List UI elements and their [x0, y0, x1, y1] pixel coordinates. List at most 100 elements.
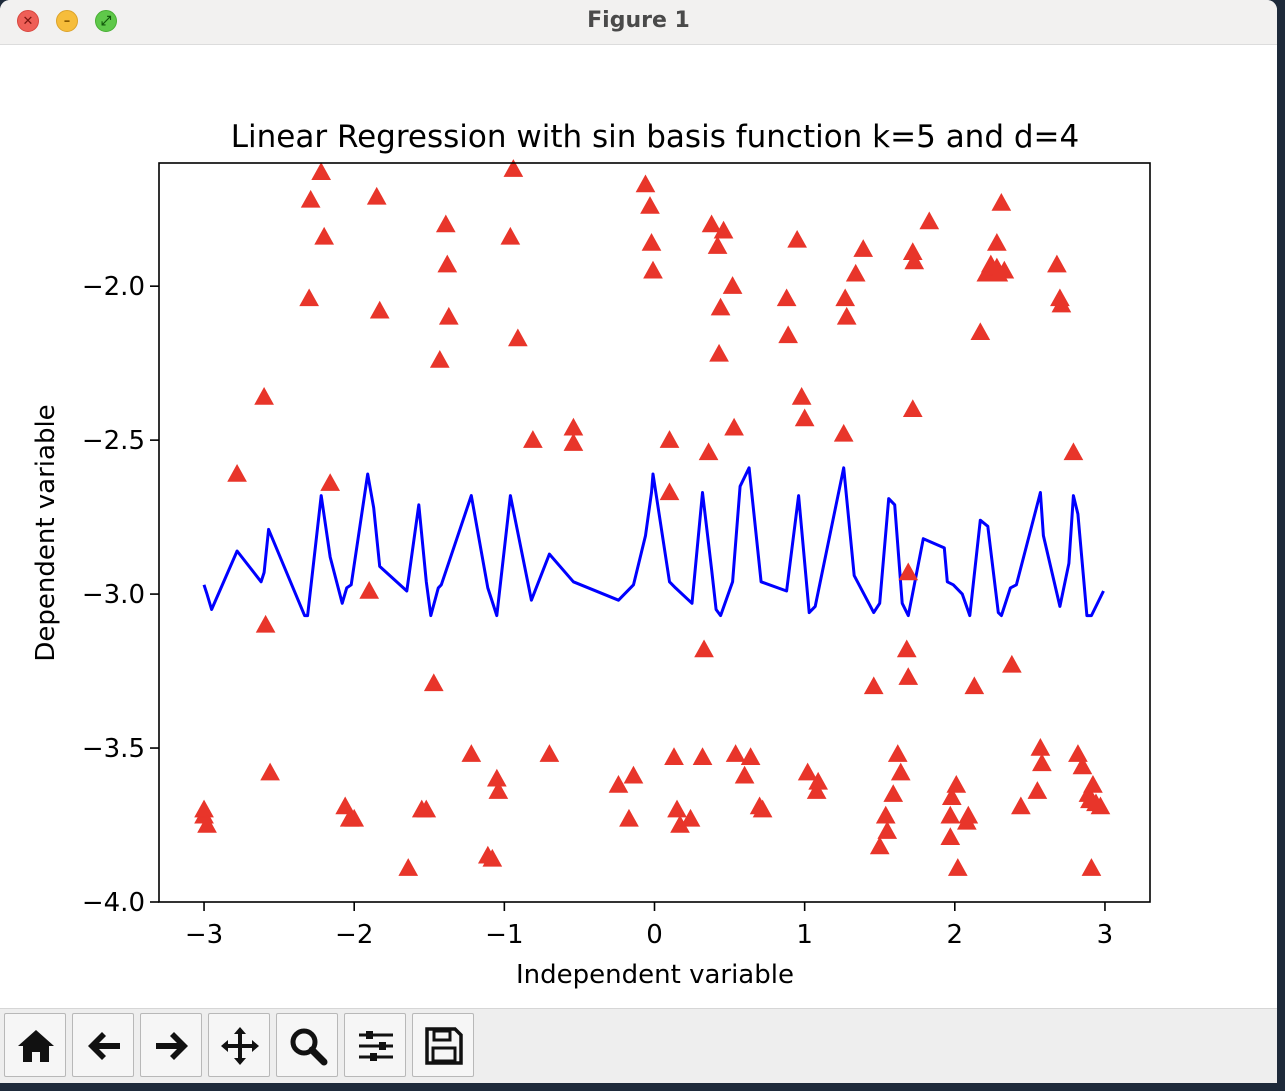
data-point-marker [970, 322, 991, 341]
floppy-disk-icon [425, 1027, 463, 1065]
maximize-icon: ⤢ [100, 14, 112, 29]
data-point-marker [438, 306, 459, 325]
arrow-right-icon [156, 1032, 188, 1060]
data-point-marker [508, 328, 528, 347]
data-point-marker [940, 805, 961, 824]
data-point-marker [898, 667, 919, 685]
forward-button[interactable] [140, 1013, 202, 1077]
x-tick-label: 0 [646, 920, 663, 950]
data-point-marker [619, 808, 639, 827]
arrow-left-icon [88, 1032, 120, 1060]
pan-button[interactable] [208, 1013, 270, 1077]
data-point-marker [194, 799, 214, 818]
data-point-marker [488, 781, 509, 799]
data-point-marker [709, 343, 729, 362]
data-point-marker [958, 805, 979, 824]
x-tick-label: 2 [947, 920, 964, 950]
data-point-marker [896, 639, 917, 658]
y-tick-label: −2.5 [82, 426, 145, 456]
x-tick-label: −3 [185, 920, 223, 950]
data-point-marker [1068, 744, 1088, 762]
sliders-icon [359, 1031, 393, 1061]
configure-subplots-button[interactable] [344, 1013, 406, 1077]
y-tick-label: −4.0 [82, 888, 145, 918]
data-point-marker [941, 787, 962, 806]
data-point-marker [255, 614, 276, 633]
data-point-marker [902, 399, 923, 418]
close-icon: ✕ [22, 14, 34, 29]
data-point-marker [197, 814, 217, 833]
data-point-marker [740, 747, 761, 765]
plot-marks [194, 159, 1111, 876]
data-point-marker [1072, 756, 1093, 775]
data-point-marker [659, 482, 680, 501]
data-point-marker [623, 765, 644, 784]
data-point-marker [877, 821, 898, 839]
data-point-marker [1081, 858, 1102, 876]
data-point-marker [994, 260, 1015, 279]
data-point-marker [845, 263, 866, 282]
data-point-marker [806, 781, 827, 799]
data-point-marker [429, 350, 450, 368]
data-point-marker [722, 276, 743, 294]
data-point-marker [1051, 294, 1072, 313]
minimize-window-button[interactable]: – [56, 10, 78, 32]
data-point-marker [1030, 738, 1051, 756]
data-point-marker [1063, 442, 1084, 461]
maximize-window-button[interactable]: ⤢ [95, 10, 117, 32]
x-tick-label: 1 [796, 920, 813, 950]
data-point-marker [659, 430, 680, 448]
data-point-marker [919, 211, 940, 230]
data-point-marker [752, 799, 773, 818]
data-point-marker [833, 423, 854, 442]
data-point-marker [641, 233, 662, 251]
navigation-toolbar [0, 1008, 1277, 1083]
data-point-marker [887, 744, 908, 762]
close-window-button[interactable]: ✕ [17, 10, 39, 32]
data-point-marker [883, 784, 904, 802]
x-tick-label: −2 [335, 920, 373, 950]
figure-canvas[interactable]: −3 −2 −1 0 1 2 3 −4.0 −3.5 −3.0 −2.5 −2.0 Linear Re… [0, 45, 1277, 1008]
y-axis-label: Dependent variable [31, 404, 61, 661]
data-point-marker [486, 768, 507, 787]
data-point-marker [260, 762, 280, 781]
data-point-marker [890, 762, 911, 781]
back-button[interactable] [72, 1013, 134, 1077]
home-button[interactable] [4, 1013, 66, 1077]
move-icon [221, 1027, 259, 1065]
title-bar: ✕ – ⤢ Figure 1 [0, 0, 1277, 45]
zoom-button[interactable] [276, 1013, 338, 1077]
data-point-marker [694, 639, 714, 658]
x-tick-label: −1 [485, 920, 523, 950]
save-button[interactable] [412, 1013, 474, 1077]
chart-title: Linear Regression with sin basis functio… [231, 119, 1080, 155]
data-point-marker [680, 808, 701, 827]
data-point-marker [863, 676, 884, 695]
data-point-marker [724, 417, 744, 436]
data-point-marker [964, 676, 985, 695]
data-point-marker [1011, 796, 1031, 815]
data-point-marker [725, 744, 746, 762]
data-point-marker [398, 858, 419, 876]
chart: −3 −2 −1 0 1 2 3 −4.0 −3.5 −3.0 −2.5 −2.0 Linear Re… [31, 119, 1151, 990]
data-point-marker [667, 799, 687, 818]
data-point-marker [435, 214, 456, 233]
data-point-marker [947, 858, 968, 876]
data-point-marker [734, 765, 755, 784]
data-point-marker [1027, 781, 1048, 799]
data-point-marker [701, 214, 722, 233]
data-point-marker [776, 288, 797, 307]
data-point-marker [539, 744, 560, 762]
data-point-marker [946, 774, 967, 793]
data-point-marker [344, 808, 365, 827]
data-point-marker [254, 386, 274, 405]
data-point-marker [808, 771, 829, 790]
data-point-marker [853, 239, 874, 257]
y-tick-label: −3.0 [82, 580, 145, 610]
data-point-marker [563, 433, 584, 451]
data-point-marker [416, 799, 437, 818]
data-point-marker [778, 325, 798, 344]
data-point-marker [797, 762, 818, 781]
y-tick-label: −2.0 [82, 272, 145, 302]
data-point-marker [500, 226, 521, 245]
